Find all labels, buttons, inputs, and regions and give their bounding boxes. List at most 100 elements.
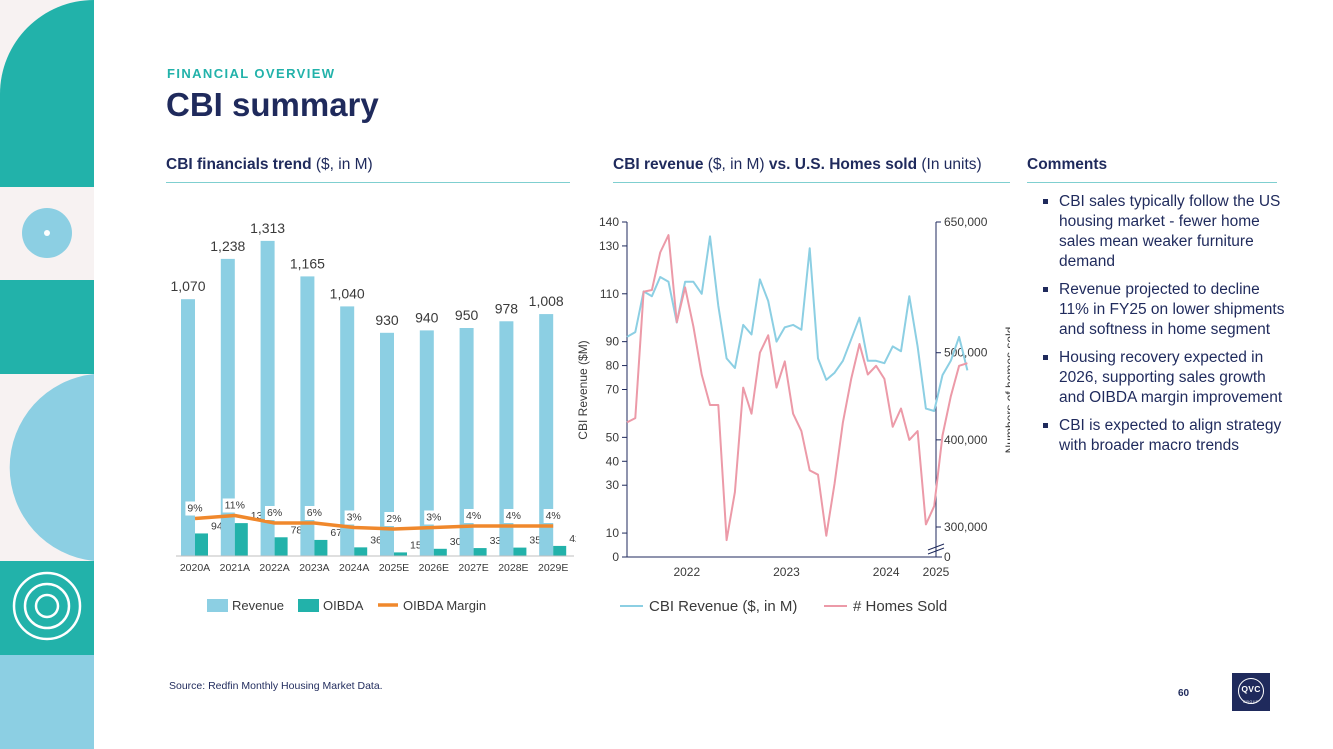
- rvh-title-unit-1: ($, in M): [703, 156, 769, 173]
- oibda-bar: [195, 533, 208, 556]
- logo-text: QVC: [1241, 684, 1261, 694]
- oibda-data-label: 94: [211, 520, 223, 532]
- oibda-bar: [354, 547, 368, 556]
- left-tick-label: 70: [606, 383, 620, 397]
- oibda-data-label: 30: [450, 536, 462, 548]
- comment-item: CBI is expected to align strategy with b…: [1040, 416, 1290, 456]
- margin-data-label: 11%: [225, 500, 245, 512]
- revenue-bar: [260, 240, 275, 556]
- x-tick-label: 2023A: [299, 562, 329, 574]
- page-number: 60: [1178, 688, 1190, 699]
- comments-list: CBI sales typically follow the US housin…: [1040, 192, 1290, 464]
- revenue-vs-homes-chart: 0 10 30 40 50 70 80 90 110 130 140 0 300,000 400,000 5…: [576, 215, 1010, 615]
- legend-oibda-label: OIBDA: [323, 598, 364, 613]
- x-tick-label: 2022: [673, 565, 700, 579]
- homes-sold-line: [626, 234, 968, 542]
- x-tick-label: 2022A: [259, 562, 289, 574]
- revenue-bar: [340, 306, 355, 556]
- axis-break-mark: [927, 543, 945, 551]
- revenue-data-label: 1,070: [170, 278, 205, 294]
- legend-margin-label: OIBDA Margin: [403, 598, 486, 613]
- left-axis-label: CBI Revenue ($M): [576, 340, 590, 439]
- x-tick-label: 2025E: [379, 562, 409, 574]
- oibda-bar: [473, 548, 487, 556]
- comments-title-text: Comments: [1027, 156, 1108, 173]
- comment-item: CBI sales typically follow the US housin…: [1040, 192, 1290, 272]
- margin-data-label: 4%: [506, 510, 521, 522]
- section-eyebrow: FINANCIAL OVERVIEW: [167, 66, 336, 81]
- margin-label-bg: [344, 510, 364, 525]
- margin-data-label: 2%: [386, 513, 401, 525]
- trend-title-bold: CBI financials trend: [166, 156, 312, 173]
- revenue-bar: [380, 332, 394, 556]
- logo-ring-icon: [1238, 678, 1264, 704]
- margin-label-bg: [503, 509, 523, 523]
- oibda-bar: [513, 547, 527, 556]
- revenue-data-label: 930: [375, 312, 399, 328]
- left-tick-label: 80: [606, 359, 620, 373]
- rvh-title-bold-2: vs. U.S. Homes sold: [768, 156, 918, 173]
- x-tick-label: 2029E: [538, 562, 568, 574]
- x-tick-label: 2024: [873, 565, 900, 579]
- right-tick-label: 400,000: [944, 433, 988, 447]
- revenue-data-label: 940: [415, 309, 439, 325]
- rvh-title-bold-1: CBI revenue: [613, 156, 704, 173]
- revenue-data-label: 1,313: [250, 220, 285, 236]
- margin-label-bg: [384, 512, 404, 526]
- revenue-data-label: 1,008: [529, 293, 564, 309]
- revenue-bar: [220, 258, 235, 556]
- oibda-margin-line: [194, 513, 554, 531]
- oibda-data-label: 78: [291, 524, 303, 536]
- margin-label-bg: [185, 501, 205, 516]
- revenue-bar: [419, 330, 434, 556]
- oibda-bar: [553, 545, 567, 556]
- qvc-group-logo: QVC GROUP: [1232, 673, 1270, 711]
- left-tick-label: 10: [606, 526, 620, 540]
- margin-data-label: 4%: [546, 510, 561, 522]
- x-tick-label: 2024A: [339, 562, 369, 574]
- oibda-bar: [433, 548, 447, 556]
- revenue-bar: [300, 276, 315, 556]
- margin-data-label: 4%: [466, 510, 481, 522]
- revenue-data-label: 950: [455, 307, 479, 323]
- oibda-data-label: 35: [529, 535, 541, 547]
- left-tick-label: 30: [606, 478, 620, 492]
- left-tick-label: 90: [606, 335, 620, 349]
- oibda-bar: [314, 539, 328, 556]
- revenue-data-label: 1,238: [210, 238, 245, 254]
- cbi-revenue-line: [626, 235, 969, 412]
- x-tick-label: 2028E: [498, 562, 528, 574]
- margin-data-label: 6%: [267, 507, 282, 519]
- right-tick-label: 0: [944, 550, 951, 564]
- logo-subtext: GROUP: [1243, 700, 1259, 704]
- left-tick-label: 140: [599, 215, 619, 229]
- margin-label-bg: [265, 506, 285, 520]
- oibda-bar: [234, 523, 248, 556]
- margin-data-label: 9%: [187, 503, 202, 515]
- margin-label-bg: [464, 509, 484, 523]
- x-tick-label: 2021A: [220, 562, 250, 574]
- margin-label-bg: [304, 506, 324, 520]
- rvh-title-unit-2: (In units): [917, 156, 982, 173]
- x-tick-label: 2025: [923, 565, 950, 579]
- legend-revenue-label: CBI Revenue ($, in M): [649, 598, 797, 615]
- revenue-bar: [499, 321, 514, 556]
- margin-data-label: 3%: [426, 512, 441, 524]
- rvh-divider: [613, 182, 1010, 183]
- legend-oibda-swatch: [298, 599, 319, 612]
- comment-item: Housing recovery expected in 2026, suppo…: [1040, 348, 1290, 408]
- revenue-bar: [539, 314, 554, 556]
- trend-title-unit: ($, in M): [311, 156, 373, 173]
- margin-label-bg: [543, 509, 563, 523]
- oibda-bar: [394, 552, 407, 556]
- oibda-bar: [274, 537, 288, 556]
- right-axis-label: Numbers of homes sold: [1003, 327, 1010, 454]
- x-tick-label: 2026E: [419, 562, 449, 574]
- left-tick-label: 110: [600, 287, 619, 301]
- left-tick-label: 0: [612, 550, 619, 564]
- left-tick-label: 50: [606, 430, 620, 444]
- comment-item: Revenue projected to decline 11% in FY25…: [1040, 280, 1290, 340]
- x-tick-label: 2020A: [180, 562, 210, 574]
- axis-break-mark: [927, 547, 945, 555]
- oibda-data-label: 42: [569, 533, 576, 545]
